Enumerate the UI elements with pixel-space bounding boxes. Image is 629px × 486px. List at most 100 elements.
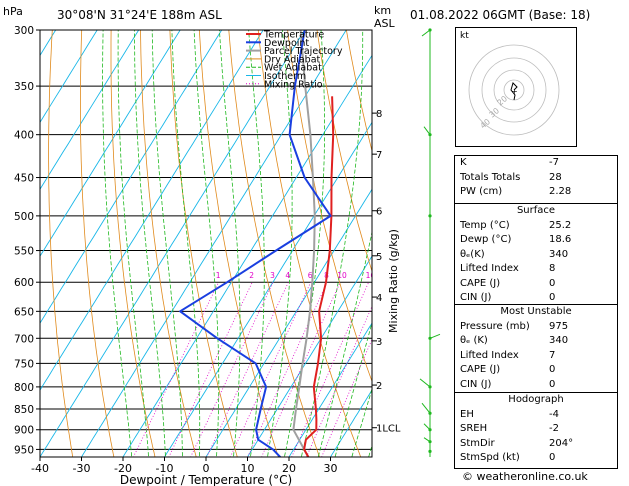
mixing-ratio-label: 4 <box>285 271 290 280</box>
mixing-ratio-line <box>206 282 289 457</box>
pressure-tick-label: 550 <box>14 246 34 258</box>
isotherm-line <box>122 54 372 457</box>
wind-barb <box>423 126 431 135</box>
isotherm-line <box>40 30 98 124</box>
wet-adiabat-line <box>248 30 265 457</box>
date-title: 01.08.2022 06GMT (Base: 18) <box>410 8 591 22</box>
wet-adiabat-line <box>102 30 133 457</box>
pressure-tick-label: 950 <box>14 444 34 456</box>
surface-row: CIN (J) 0 <box>460 292 556 303</box>
isotherm-line <box>329 389 372 457</box>
dry-adiabat-line <box>345 30 372 153</box>
wind-barb <box>423 423 431 431</box>
km-label: km <box>374 4 392 17</box>
hodo-row: SREH -2 <box>460 423 559 434</box>
wind-barb <box>419 378 431 388</box>
legend-entry: Dry Adiabat <box>264 54 321 65</box>
isotherm-line <box>40 30 264 391</box>
km-tick-label: 2 <box>376 381 382 392</box>
mixing-ratio-line <box>247 282 328 457</box>
wet-adiabat-line <box>300 30 364 457</box>
wet-adiabat-line <box>334 321 372 457</box>
wet-adiabat-line <box>267 30 293 457</box>
legend-entry: Parcel Trajectory <box>264 46 343 57</box>
mixing-ratio-label: 1 <box>216 271 221 280</box>
mixing-ratio-label: 16 <box>366 271 376 280</box>
ring-label-20: 20 <box>496 94 510 107</box>
km-tick-label: 4 <box>376 293 382 304</box>
mixing-ratio-line <box>190 282 274 457</box>
isotherm-line <box>80 30 347 457</box>
legend-entry: Isotherm <box>264 71 306 82</box>
km-tick-label: 1LCL <box>376 424 401 435</box>
pressure-tick-label: 700 <box>14 333 34 345</box>
km-tick-label: 7 <box>376 150 382 161</box>
pressure-tick-label: 900 <box>14 425 34 437</box>
index-row-pw: PW (cm) 2.28 <box>460 186 572 197</box>
most-unstable-panel: Most Unstable Pressure (mb) 975 θₑ (K) 340… <box>454 304 618 394</box>
isotherm-line <box>205 188 372 457</box>
legend-entry: Temperature <box>263 30 324 41</box>
dry-adiabat-line <box>257 30 362 457</box>
wet-adiabat-line <box>193 30 220 457</box>
hodo-row: StmDir 204° <box>460 437 574 449</box>
parcel-trajectory-line <box>292 30 316 457</box>
dry-adiabat-line <box>110 30 156 457</box>
legend-entry: Wet Adiabat <box>264 63 322 74</box>
pressure-tick-label: 850 <box>14 404 34 416</box>
mixing-ratio-label: 10 <box>337 271 347 280</box>
pressure-tick-label: 500 <box>14 211 34 223</box>
mixing-ratio-line <box>168 282 253 457</box>
temperature-tick-label: 30 <box>324 462 338 475</box>
wet-adiabat-line <box>283 30 325 457</box>
dry-adiabat-line <box>228 30 321 457</box>
surface-row: θₑ(K) 340 <box>460 248 569 260</box>
km-tick-label: 6 <box>376 207 382 218</box>
pressure-tick-label: 750 <box>14 358 34 370</box>
dry-adiabat-line <box>169 30 238 457</box>
hodograph-panel: Hodograph EH -4 SREH -2 StmDir 204° StmSpd … <box>454 392 618 469</box>
location-title: 30°08'N 31°24'E 188m ASL <box>57 8 222 22</box>
mu-row: CIN (J) 0 <box>460 378 556 390</box>
isotherm-line <box>40 30 57 57</box>
pressure-tick-label: 650 <box>14 306 34 318</box>
wind-barb <box>421 29 431 37</box>
mixing-ratio-line <box>306 305 372 457</box>
temperature-tick-label: -40 <box>31 462 49 475</box>
dry-adiabat-line <box>16 0 34 468</box>
km-tick-label: 8 <box>376 109 382 120</box>
dry-adiabat-line <box>140 30 197 457</box>
dry-adiabat-line <box>80 30 115 457</box>
indices-panel: K -7 Totals Totals 28 PW (cm) 2.28 <box>454 155 618 206</box>
wind-barb <box>429 333 441 339</box>
surface-row: Lifted Index 8 <box>460 263 556 274</box>
dry-adiabat-line <box>48 30 74 457</box>
isotherm-line <box>40 30 306 457</box>
pressure-tick-label: 400 <box>14 130 34 142</box>
wind-barb <box>421 402 431 414</box>
temperature-tick-label: -30 <box>73 462 91 475</box>
hpa-label: hPa <box>3 5 23 18</box>
hodograph-plot: kt 20 30 40 + <box>455 27 577 147</box>
isotherm-line <box>40 30 181 257</box>
legend-entry: Mixing Ratio <box>264 79 323 90</box>
pressure-tick-label: 350 <box>14 81 34 93</box>
mixing-ratio-line <box>229 282 312 457</box>
wet-adiabat-line <box>117 30 150 457</box>
index-row-k: K -7 <box>460 157 559 168</box>
dry-adiabat-line <box>198 30 279 457</box>
temperature-tick-label: -20 <box>114 462 132 475</box>
mixing-ratio-line <box>321 338 372 457</box>
mixing-ratio-label: 2 <box>249 271 254 280</box>
wet-adiabat-line <box>151 30 183 457</box>
km-tick-label: 5 <box>376 252 382 263</box>
credit-footer: © weatheronline.co.uk <box>462 470 588 483</box>
temperature-tick-label: 20 <box>282 462 296 475</box>
most-unstable-title: Most Unstable <box>500 306 572 317</box>
dewpoint-line <box>179 30 332 457</box>
hodograph-title: Hodograph <box>508 394 564 405</box>
asl-label: ASL <box>374 17 395 30</box>
wind-barb-point <box>428 214 432 218</box>
